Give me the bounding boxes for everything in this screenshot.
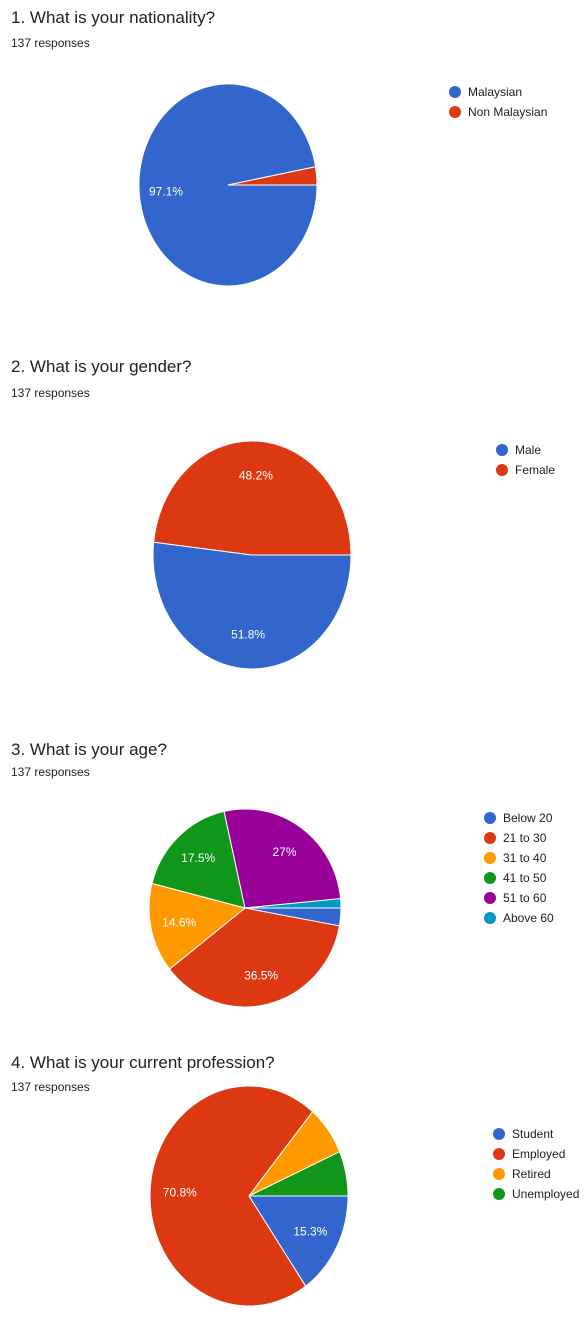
legend-swatch [484, 832, 496, 844]
chart-title: 4. What is your current profession? [11, 1053, 275, 1072]
legend-label: Male [515, 443, 542, 457]
legend-label: 31 to 40 [503, 851, 547, 865]
pie-slice-21-to-30 [168, 907, 340, 1008]
chart-title: 3. What is your age? [11, 740, 167, 759]
pie-chart-gender: 51.8% 48.2% [152, 440, 352, 670]
legend-item-below-20: Below 20 [484, 808, 554, 828]
chart-subtitle: 137 responses [11, 386, 90, 400]
legend-label: Retired [512, 1167, 551, 1181]
slice-label-41-to-50: 17.5% [181, 851, 215, 865]
legend-item-non-malaysian: Non Malaysian [449, 102, 547, 122]
legend-item-41-to-50: 41 to 50 [484, 868, 554, 888]
slice-label-malaysian: 97.1% [149, 184, 183, 198]
pie-slice-unemployed [248, 1150, 349, 1197]
slice-label-employed: 70.8% [163, 1186, 197, 1200]
legend-label: Employed [512, 1147, 566, 1161]
legend-label: 21 to 30 [503, 831, 547, 845]
legend-item-21-to-30: 21 to 30 [484, 828, 554, 848]
legend-swatch [493, 1168, 505, 1180]
slice-label-student: 15.3% [293, 1225, 327, 1239]
chart-legend: Male Female [496, 440, 555, 480]
legend-swatch [493, 1128, 505, 1140]
pie-slice-student [248, 1195, 349, 1287]
legend-label: Below 20 [503, 811, 553, 825]
legend-item-retired: Retired [493, 1164, 579, 1184]
legend-item-31-to-40: 31 to 40 [484, 848, 554, 868]
chart-subtitle: 137 responses [11, 765, 90, 779]
legend-label: Unemployed [512, 1187, 580, 1201]
pie-slice-female [153, 440, 352, 556]
legend-label: Above 60 [503, 911, 554, 925]
legend-item-malaysian: Malaysian [449, 82, 547, 102]
pie-slice-31-to-40 [148, 882, 247, 970]
legend-item-51-to-60: 51 to 60 [484, 888, 554, 908]
legend-swatch [484, 872, 496, 884]
legend-label: 51 to 60 [503, 891, 547, 905]
legend-label: Female [515, 463, 556, 477]
pie-slice-male [152, 541, 352, 670]
chart-legend: Below 20 21 to 30 31 to 40 41 to 50 51 to 60… [484, 808, 554, 928]
legend-label: Malaysian [468, 85, 523, 99]
legend-swatch [484, 892, 496, 904]
pie-chart-age: 36.5% 14.6% 17.5% 27% [148, 808, 342, 1008]
pie-slice-non-malaysian [227, 166, 318, 186]
pie-slice-employed [149, 1085, 314, 1307]
legend-label: Student [512, 1127, 554, 1141]
legend-item-above-60: Above 60 [484, 908, 554, 928]
chart-title: 1. What is your nationality? [11, 8, 216, 27]
slice-label-female: 48.2% [239, 468, 273, 482]
legend-swatch [484, 912, 496, 924]
legend-swatch [449, 106, 461, 118]
legend-swatch [493, 1148, 505, 1160]
legend-swatch [449, 86, 461, 98]
pie-slice-51-to-60 [223, 808, 342, 909]
slice-label-31-to-40: 14.6% [162, 915, 196, 929]
slice-label-51-to-60: 27% [272, 845, 296, 859]
chart-title: 2. What is your gender? [11, 357, 192, 376]
legend-label: 41 to 50 [503, 871, 547, 885]
chart-legend: Malaysian Non Malaysian [449, 82, 547, 122]
legend-label: Non Malaysian [468, 105, 548, 119]
legend-swatch [484, 812, 496, 824]
legend-swatch [496, 444, 508, 456]
slice-label-male: 51.8% [231, 628, 265, 642]
pie-chart-nationality: 97.1% [138, 83, 318, 287]
slice-label-21-to-30: 36.5% [244, 968, 278, 982]
chart-subtitle: 137 responses [11, 36, 90, 50]
pie-slice-41-to-50 [151, 810, 246, 909]
pie-slice-above-60 [244, 898, 342, 909]
legend-swatch [496, 464, 508, 476]
legend-item-unemployed: Unemployed [493, 1184, 579, 1204]
legend-item-employed: Employed [493, 1144, 579, 1164]
legend-swatch [493, 1188, 505, 1200]
legend-item-male: Male [496, 440, 555, 460]
chart-legend: Student Employed Retired Unemployed [493, 1124, 579, 1204]
legend-item-female: Female [496, 460, 555, 480]
legend-item-student: Student [493, 1124, 579, 1144]
legend-swatch [484, 852, 496, 864]
chart-subtitle: 137 responses [11, 1080, 90, 1094]
